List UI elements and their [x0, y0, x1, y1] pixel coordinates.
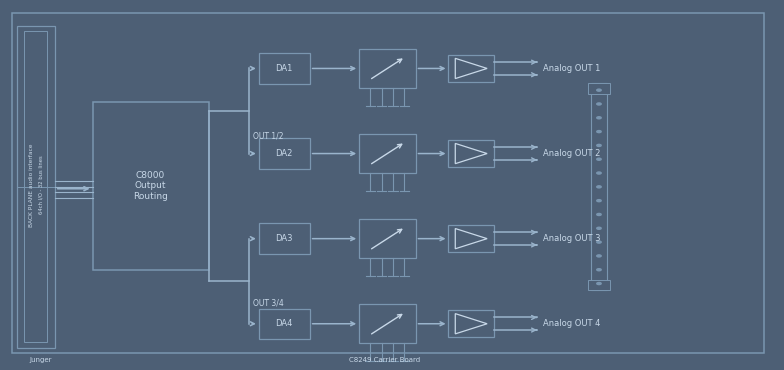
Text: 64ch I/O - 32 bus lines: 64ch I/O - 32 bus lines — [38, 156, 43, 214]
Bar — [448, 225, 494, 252]
Bar — [359, 134, 416, 173]
Bar — [448, 140, 494, 167]
Circle shape — [597, 117, 601, 119]
Text: DA3: DA3 — [275, 234, 293, 243]
Circle shape — [597, 103, 601, 105]
Text: DA1: DA1 — [275, 64, 293, 73]
Circle shape — [597, 200, 601, 202]
Bar — [17, 26, 55, 348]
Text: C8249 Carrier Board: C8249 Carrier Board — [349, 357, 419, 363]
Text: OUT 3/4: OUT 3/4 — [253, 299, 284, 308]
Text: C8000
Output
Routing: C8000 Output Routing — [133, 171, 168, 201]
Text: OUT 1/2: OUT 1/2 — [253, 131, 284, 140]
Text: Junger: Junger — [30, 357, 53, 363]
Circle shape — [597, 283, 601, 285]
Circle shape — [597, 227, 601, 229]
Circle shape — [597, 89, 601, 91]
Text: Analog OUT 2: Analog OUT 2 — [543, 149, 601, 158]
Bar — [259, 309, 310, 339]
Circle shape — [597, 241, 601, 243]
Bar — [259, 53, 310, 84]
Bar — [588, 280, 610, 290]
Bar — [259, 138, 310, 169]
Text: BACK PLANE audio interface: BACK PLANE audio interface — [29, 143, 34, 227]
Bar — [591, 83, 607, 290]
Circle shape — [597, 144, 601, 147]
Bar — [93, 102, 209, 270]
Text: Analog OUT 1: Analog OUT 1 — [543, 64, 601, 73]
Text: DA4: DA4 — [275, 319, 293, 328]
Text: Analog OUT 3: Analog OUT 3 — [543, 234, 601, 243]
Bar — [359, 304, 416, 343]
Bar — [448, 310, 494, 337]
Circle shape — [597, 186, 601, 188]
Circle shape — [597, 158, 601, 160]
Bar — [359, 49, 416, 88]
Text: Analog OUT 4: Analog OUT 4 — [543, 319, 601, 328]
Circle shape — [597, 255, 601, 257]
Circle shape — [597, 213, 601, 215]
Circle shape — [597, 172, 601, 174]
Bar — [588, 83, 610, 94]
Bar — [24, 31, 47, 342]
Bar — [259, 223, 310, 254]
Bar — [359, 219, 416, 258]
Text: DA2: DA2 — [275, 149, 293, 158]
Circle shape — [597, 131, 601, 132]
Circle shape — [597, 269, 601, 271]
Bar — [448, 55, 494, 82]
